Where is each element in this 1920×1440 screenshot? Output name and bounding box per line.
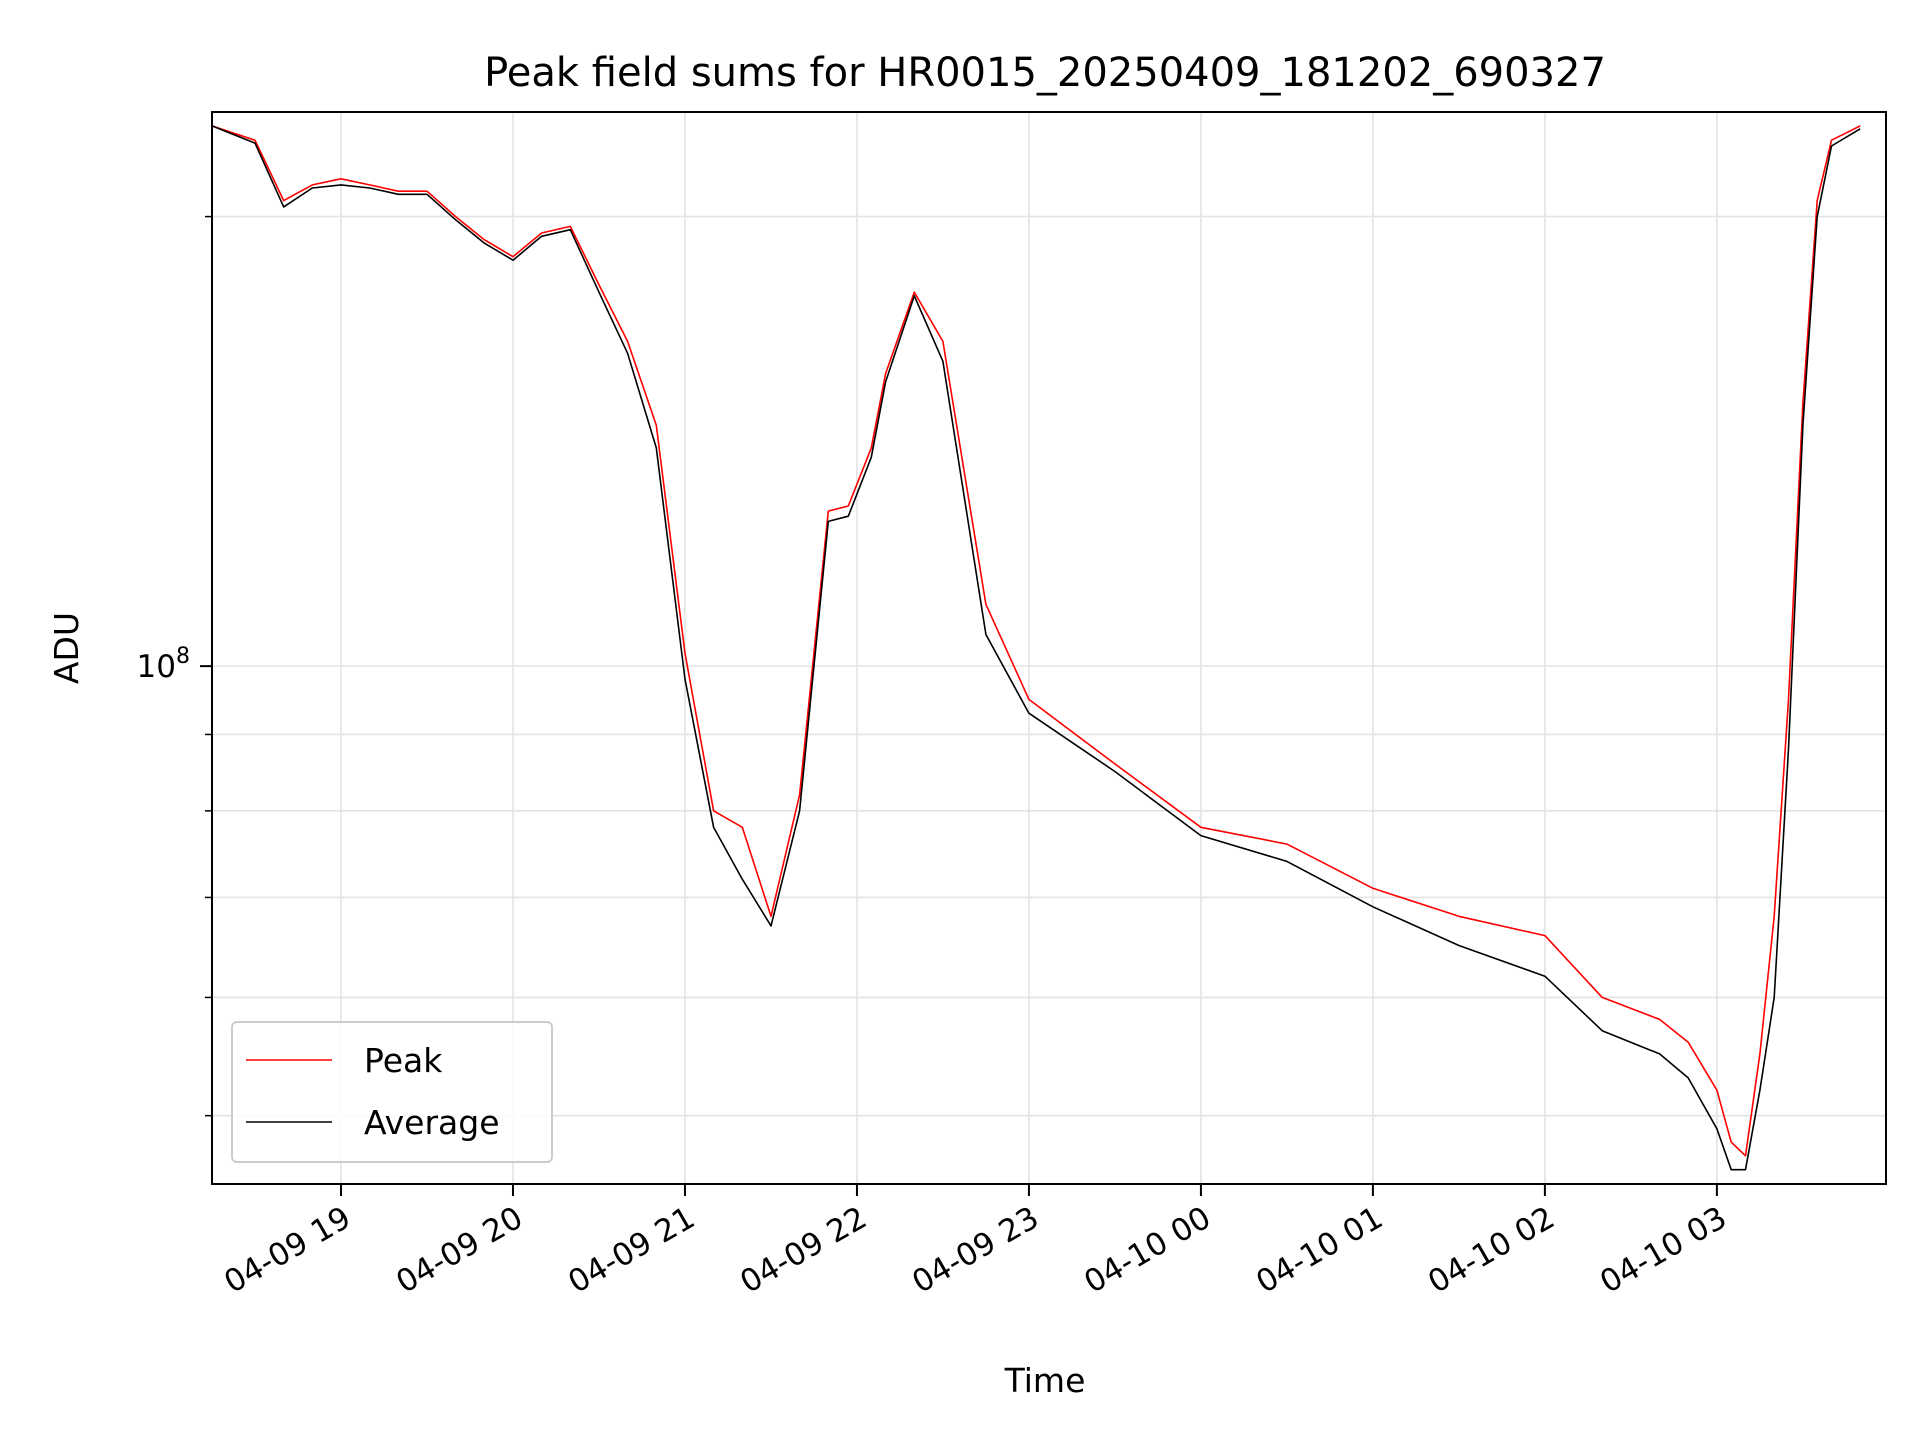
grid-lines [212,112,1886,1184]
legend: Peak Average [231,1021,553,1163]
series-line-peak [211,125,1861,1157]
plot-area-frame [211,111,1887,1185]
legend-peak-label: Peak [364,1041,443,1080]
y-tick-label: 108 [137,644,190,685]
y-axis: 108 [137,215,212,1117]
data-series [211,125,1861,1171]
y-axis-title: ADU [47,612,86,684]
series-line-average [211,125,1861,1171]
legend-box [231,1021,553,1163]
chart-title: Peak field sums for HR0015_20250409_1812… [484,50,1606,96]
legend-average-label: Average [364,1103,500,1142]
x-axis-title: Time [1004,1361,1086,1400]
